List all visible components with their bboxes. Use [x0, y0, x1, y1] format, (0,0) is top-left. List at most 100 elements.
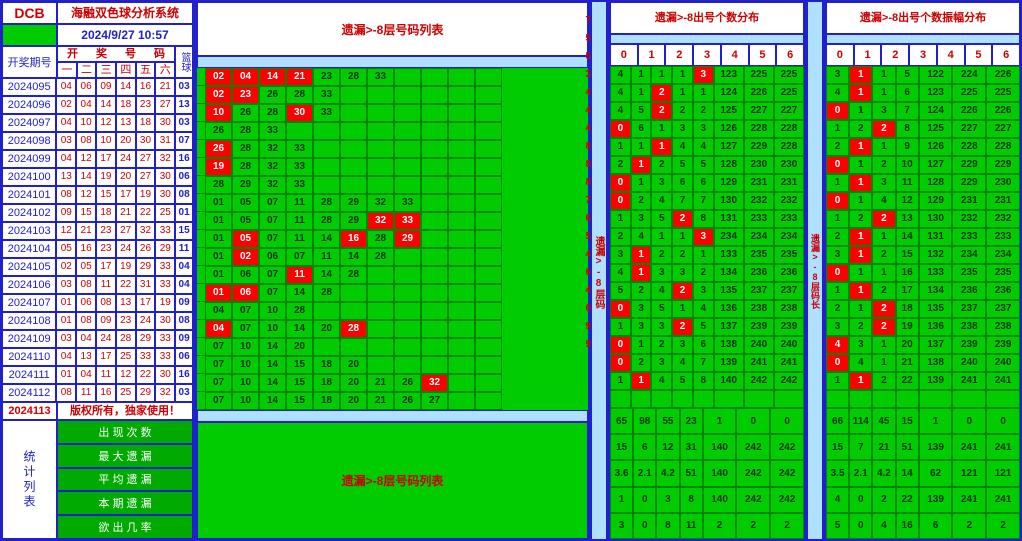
- count-cell: 234: [986, 246, 1020, 264]
- count-cell: 1: [631, 246, 652, 264]
- count-cell: 0: [610, 300, 631, 318]
- count-row: [826, 390, 1020, 408]
- grid-cell: 28: [313, 212, 340, 230]
- count-cell: 4: [672, 354, 693, 372]
- count-cell: 6: [693, 336, 714, 354]
- count-cell: 137: [919, 336, 953, 354]
- grid-cell: 33: [313, 86, 340, 104]
- grid-cell: 16: [340, 230, 367, 248]
- grid-cell: 23: [232, 86, 259, 104]
- period-row: 2024113版权所有，独家使用！: [2, 402, 193, 420]
- red-ball: 11: [96, 366, 116, 384]
- count-cell: 123: [919, 84, 953, 102]
- count-row: 13528131233233: [610, 210, 804, 228]
- count-cell: 17: [896, 282, 919, 300]
- grid-cell: 19: [205, 158, 232, 176]
- grid-cell: [313, 158, 340, 176]
- grid-cell: 18: [313, 392, 340, 410]
- grid-cell: 32: [367, 194, 394, 212]
- count-cell: 2: [631, 282, 652, 300]
- grid-cell: [475, 392, 502, 410]
- grid-cell: 29: [232, 176, 259, 194]
- count-col-header: 1: [638, 44, 666, 66]
- grid-cell: 01: [205, 266, 232, 284]
- period-row: 202409904121724273216: [2, 150, 193, 168]
- count-cell: 125: [919, 120, 953, 138]
- count-cell: 1: [651, 138, 672, 156]
- count-col-header: 5: [749, 44, 777, 66]
- count-row: 43120137239239: [826, 336, 1020, 354]
- count-cell: 2: [631, 354, 652, 372]
- count-foot-cell: 241: [952, 434, 986, 460]
- grid-cell: 21: [286, 68, 313, 86]
- blue-ball: 04: [175, 276, 193, 294]
- red-ball: 14: [96, 96, 116, 114]
- grid-cell: 10: [232, 338, 259, 356]
- count-foot-cell: 6: [633, 434, 656, 460]
- stat-row: 出 现 次 数: [57, 420, 193, 444]
- count-cell: 226: [952, 102, 986, 120]
- red-ball: 24: [116, 240, 136, 258]
- count-cell: 1: [849, 192, 872, 210]
- count-foot-cell: 0: [770, 408, 804, 434]
- count-foot-cell: 3.5: [826, 460, 849, 486]
- count-cell: 227: [952, 120, 986, 138]
- count-foot-cell: 21: [872, 434, 895, 460]
- count-foot-cell: 1: [610, 487, 633, 513]
- red-ball: 04: [76, 366, 96, 384]
- count-cell: 2: [672, 282, 693, 300]
- grid-cell: 14: [340, 248, 367, 266]
- grid-row: 010607111428: [197, 266, 588, 284]
- grid-cell: [421, 176, 448, 194]
- count-cell: 3: [693, 66, 714, 84]
- count-cell: 125: [714, 102, 744, 120]
- red-ball: 22: [136, 204, 156, 222]
- grid-cell: 11: [286, 212, 313, 230]
- grid-cell: 01: [205, 284, 232, 302]
- count-foot-cell: 98: [633, 408, 656, 434]
- count-cell: 2: [610, 228, 631, 246]
- grid-row: 040710142028: [197, 320, 588, 338]
- red-sub-cell: 二: [77, 62, 97, 78]
- count-cell: 1: [826, 174, 849, 192]
- red-ball: 20: [116, 132, 136, 150]
- grid-cell: [340, 122, 367, 140]
- count-cell: 3: [631, 300, 652, 318]
- count-cell: 1: [651, 66, 672, 84]
- count-cell: 0: [826, 264, 849, 282]
- grid-cell: 20: [340, 392, 367, 410]
- count-foot-cell: 242: [770, 460, 804, 486]
- grid-cell: 33: [313, 104, 340, 122]
- count-foot-cell: 241: [986, 487, 1020, 513]
- count-cell: 3: [826, 318, 849, 336]
- count-cell: 0: [826, 156, 849, 174]
- count-cell: 1: [672, 228, 693, 246]
- red-ball: 21: [116, 204, 136, 222]
- red-ball: 33: [155, 348, 175, 366]
- count-cell: 2: [651, 84, 672, 102]
- count-cell: 231: [774, 174, 804, 192]
- count-row: 11222139241241: [826, 372, 1020, 390]
- red-ball: 02: [56, 96, 76, 114]
- count-cell: 236: [952, 282, 986, 300]
- count-cell: 4: [672, 138, 693, 156]
- count-cell: 8: [693, 372, 714, 390]
- red-ball: 21: [155, 78, 175, 96]
- red-sub-cell: 五: [136, 62, 156, 78]
- count-foot-cell: 140: [703, 487, 737, 513]
- count-cell: 6: [693, 174, 714, 192]
- grid-cell: 15: [286, 356, 313, 374]
- grid-cell: [448, 284, 475, 302]
- count-foot-cell: 2: [986, 513, 1020, 539]
- grid-cell: [448, 194, 475, 212]
- grid-cell: [421, 140, 448, 158]
- red-ball: 13: [76, 348, 96, 366]
- count-cell: 131: [919, 228, 953, 246]
- count-cell: 1: [672, 300, 693, 318]
- count-cell: 241: [774, 354, 804, 372]
- count-cell: 1: [631, 336, 652, 354]
- count-cell: 1: [849, 282, 872, 300]
- grid-cell: 26: [205, 122, 232, 140]
- count-cell: 1: [849, 156, 872, 174]
- grid-cell: 23: [313, 68, 340, 86]
